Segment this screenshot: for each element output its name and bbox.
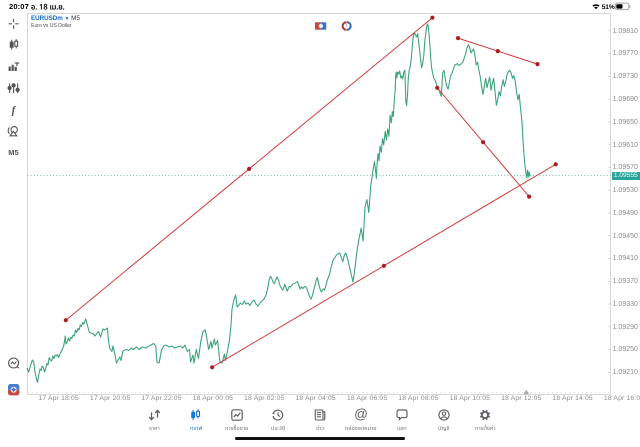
svg-text:51%: 51% [602,4,615,11]
svg-text:@: @ [354,408,368,421]
svg-text:M5: M5 [8,148,18,157]
svg-text:f: f [12,105,17,117]
